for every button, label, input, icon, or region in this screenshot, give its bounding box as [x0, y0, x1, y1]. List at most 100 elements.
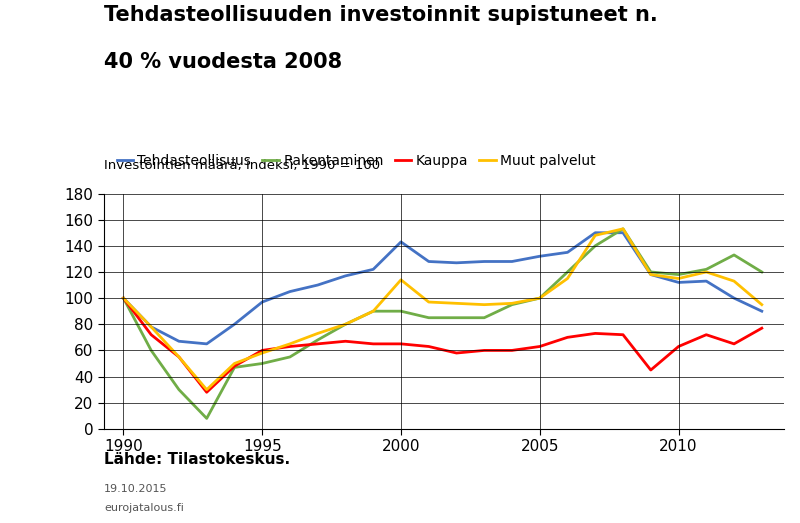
Kauppa	[118, 295, 128, 301]
Kauppa	[730, 341, 739, 347]
Rakentaminen	[507, 301, 517, 308]
Muut palvelut	[535, 295, 545, 301]
Kauppa	[258, 347, 267, 354]
Tehdasteollisuus	[202, 341, 211, 347]
Rakentaminen	[202, 415, 211, 422]
Rakentaminen	[396, 308, 406, 314]
Muut palvelut	[313, 331, 322, 337]
Kauppa	[702, 332, 711, 338]
Kauppa	[396, 341, 406, 347]
Kauppa	[757, 325, 766, 332]
Tehdasteollisuus	[146, 324, 156, 330]
Rakentaminen	[702, 266, 711, 272]
Muut palvelut	[341, 321, 350, 327]
Muut palvelut	[618, 226, 628, 232]
Line: Tehdasteollisuus: Tehdasteollisuus	[123, 233, 762, 344]
Tehdasteollisuus	[369, 266, 378, 272]
Muut palvelut	[369, 308, 378, 314]
Rakentaminen	[452, 314, 462, 321]
Kauppa	[369, 341, 378, 347]
Kauppa	[146, 332, 156, 338]
Rakentaminen	[562, 269, 572, 275]
Rakentaminen	[341, 321, 350, 327]
Kauppa	[285, 344, 294, 350]
Text: Tehdasteollisuuden investoinnit supistuneet n.: Tehdasteollisuuden investoinnit supistun…	[104, 5, 658, 25]
Tehdasteollisuus	[258, 299, 267, 305]
Tehdasteollisuus	[313, 282, 322, 288]
Rakentaminen	[618, 226, 628, 232]
Kauppa	[341, 338, 350, 345]
Tehdasteollisuus	[562, 249, 572, 255]
Muut palvelut	[562, 275, 572, 281]
Tehdasteollisuus	[424, 258, 434, 265]
Muut palvelut	[202, 386, 211, 393]
Muut palvelut	[757, 301, 766, 308]
Rakentaminen	[146, 347, 156, 354]
Muut palvelut	[424, 299, 434, 305]
Rakentaminen	[285, 354, 294, 360]
Kauppa	[507, 347, 517, 354]
Line: Muut palvelut: Muut palvelut	[123, 229, 762, 390]
Rakentaminen	[118, 295, 128, 301]
Tehdasteollisuus	[230, 321, 239, 327]
Muut palvelut	[146, 324, 156, 330]
Muut palvelut	[285, 341, 294, 347]
Text: 40 % vuodesta 2008: 40 % vuodesta 2008	[104, 52, 342, 72]
Tehdasteollisuus	[646, 271, 655, 278]
Muut palvelut	[730, 278, 739, 285]
Muut palvelut	[230, 360, 239, 367]
Muut palvelut	[590, 232, 600, 238]
Tehdasteollisuus	[452, 260, 462, 266]
Tehdasteollisuus	[757, 308, 766, 314]
Muut palvelut	[702, 269, 711, 275]
Muut palvelut	[507, 300, 517, 306]
Kauppa	[230, 363, 239, 369]
Tehdasteollisuus	[118, 295, 128, 301]
Rakentaminen	[646, 269, 655, 275]
Rakentaminen	[730, 252, 739, 258]
Muut palvelut	[174, 354, 184, 360]
Kauppa	[590, 331, 600, 337]
Rakentaminen	[313, 337, 322, 343]
Kauppa	[452, 350, 462, 356]
Text: 19.10.2015: 19.10.2015	[104, 484, 167, 494]
Line: Rakentaminen: Rakentaminen	[123, 229, 762, 418]
Rakentaminen	[757, 269, 766, 275]
Tehdasteollisuus	[341, 273, 350, 279]
Kauppa	[424, 344, 434, 350]
Kauppa	[479, 347, 489, 354]
Tehdasteollisuus	[396, 238, 406, 245]
Line: Kauppa: Kauppa	[123, 298, 762, 392]
Kauppa	[174, 354, 184, 360]
Tehdasteollisuus	[507, 258, 517, 265]
Tehdasteollisuus	[674, 279, 683, 286]
Muut palvelut	[396, 277, 406, 283]
Rakentaminen	[674, 271, 683, 278]
Rakentaminen	[424, 314, 434, 321]
Rakentaminen	[369, 308, 378, 314]
Rakentaminen	[258, 360, 267, 367]
Kauppa	[618, 332, 628, 338]
Tehdasteollisuus	[618, 230, 628, 236]
Tehdasteollisuus	[174, 338, 184, 345]
Rakentaminen	[230, 364, 239, 370]
Muut palvelut	[479, 301, 489, 308]
Text: Lähde: Tilastokeskus.: Lähde: Tilastokeskus.	[104, 452, 290, 468]
Kauppa	[202, 389, 211, 395]
Muut palvelut	[118, 295, 128, 301]
Tehdasteollisuus	[730, 295, 739, 301]
Kauppa	[562, 334, 572, 340]
Tehdasteollisuus	[590, 230, 600, 236]
Tehdasteollisuus	[285, 289, 294, 295]
Rakentaminen	[174, 386, 184, 393]
Muut palvelut	[674, 275, 683, 281]
Kauppa	[313, 341, 322, 347]
Tehdasteollisuus	[535, 253, 545, 259]
Text: eurojatalous.fi: eurojatalous.fi	[104, 503, 184, 513]
Rakentaminen	[535, 295, 545, 301]
Tehdasteollisuus	[702, 278, 711, 285]
Text: Investointien määrä, indeksi, 1990 = 100: Investointien määrä, indeksi, 1990 = 100	[104, 160, 380, 172]
Muut palvelut	[646, 271, 655, 278]
Kauppa	[535, 344, 545, 350]
Kauppa	[646, 367, 655, 373]
